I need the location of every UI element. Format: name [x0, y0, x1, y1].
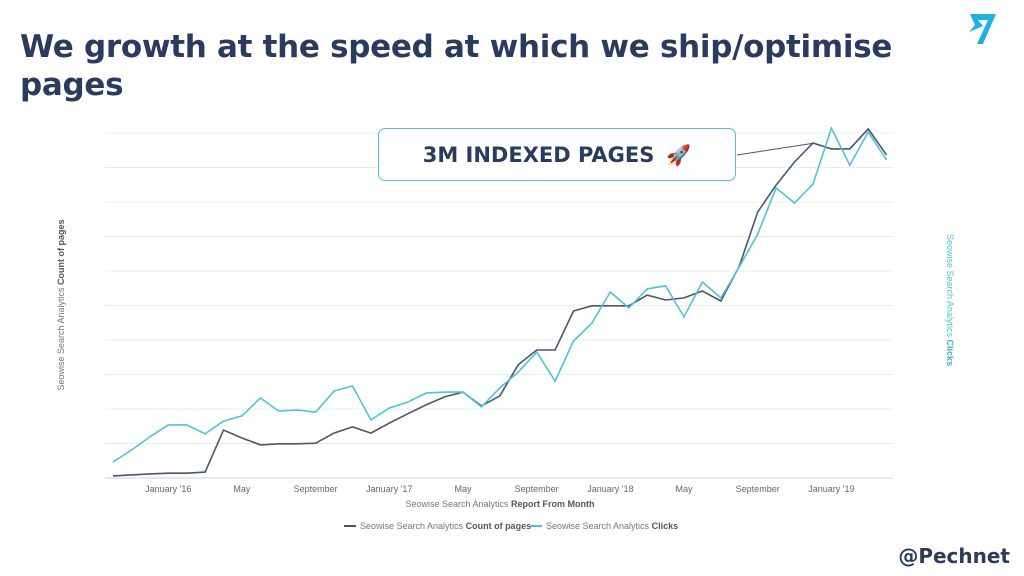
x-tick-label: September	[294, 484, 338, 494]
legend-label-pages: Seowise Search Analytics Count of pages	[360, 521, 531, 531]
x-tick-label: May	[676, 484, 694, 494]
y-axis-left-label: Seowise Search Analytics Count of pages	[56, 219, 66, 390]
series-lines	[112, 126, 888, 477]
x-tick-label: May	[233, 484, 251, 494]
x-tick-label: January '16	[145, 484, 191, 494]
legend: Seowise Search Analytics Count of pages …	[344, 521, 678, 531]
annotation-pointer	[736, 142, 816, 156]
x-tick-label: January '17	[366, 484, 412, 494]
x-ticks: January '16 May September January '17 May Sep…	[145, 484, 854, 494]
y-axis-right-label: Seowise Search Analytics Clicks	[945, 234, 955, 366]
page-title: We growth at the speed at which we ship/…	[20, 29, 893, 103]
gridlines	[105, 132, 893, 479]
x-tick-label: May	[454, 484, 472, 494]
x-tick-label: September	[736, 484, 780, 494]
x-tick-label: January '18	[587, 484, 633, 494]
x-axis-label: Seowise Search Analytics Report From Mon…	[405, 499, 594, 509]
annotation-text: 3M INDEXED PAGES	[422, 142, 655, 167]
rocket-icon: 🚀	[666, 142, 692, 167]
author-handle: @Pechnet	[898, 544, 1010, 568]
x-tick-label: January '19	[808, 484, 854, 494]
x-tick-label: September	[515, 484, 559, 494]
brand-logo-icon	[969, 14, 996, 44]
annotation-callout: 3M INDEXED PAGES 🚀	[378, 128, 736, 181]
legend-label-clicks: Seowise Search Analytics Clicks	[546, 521, 678, 531]
